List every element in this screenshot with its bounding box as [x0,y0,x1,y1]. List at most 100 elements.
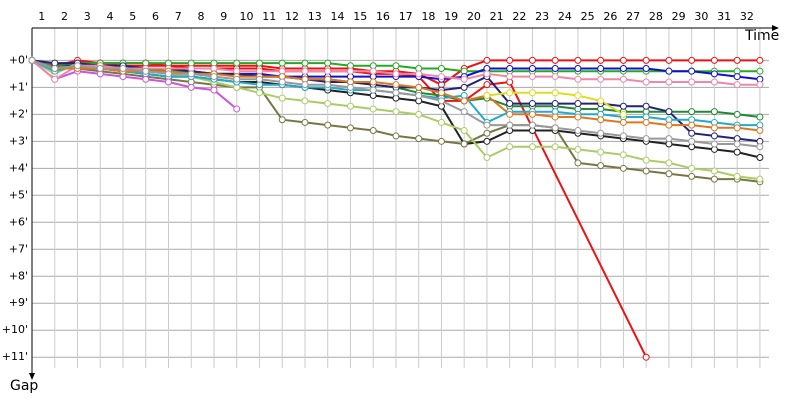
point [483,81,491,89]
x-tick-label: 20 [467,10,481,23]
point [642,102,650,110]
x-axis-arrow [772,25,779,31]
x-tick-label: 11 [262,10,276,23]
point [574,127,582,135]
point [301,59,309,67]
point [688,78,696,86]
point [392,132,400,140]
point [665,159,673,167]
point [51,75,59,83]
point [665,135,673,143]
point [574,64,582,72]
x-tick-label: 24 [558,10,572,23]
point [710,56,718,64]
y-tick-label: +6' [9,215,28,228]
point [642,156,650,164]
point [642,56,650,64]
point [324,81,332,89]
x-tick-label: 31 [717,10,731,23]
point [369,105,377,113]
point [96,64,104,72]
x-tick-label: 25 [581,10,595,23]
point [597,64,605,72]
x-tick-label: 3 [84,10,91,23]
point [301,67,309,75]
point [551,143,559,151]
point [437,89,445,97]
point [164,78,172,86]
point [324,59,332,67]
x-tick-label: 7 [175,10,182,23]
point [437,137,445,145]
point [392,108,400,116]
point [619,64,627,72]
point [756,67,764,75]
point [437,64,445,72]
x-tick-label: 16 [376,10,390,23]
point [733,140,741,148]
y-tick-label: +11' [2,350,28,363]
point [346,83,354,91]
point [324,100,332,108]
point [483,129,491,137]
point [642,353,650,361]
point [415,70,423,78]
point [574,100,582,108]
point [597,56,605,64]
point [642,118,650,126]
x-tick-label: 4 [106,10,113,23]
point [619,75,627,83]
point [51,64,59,72]
point [551,124,559,132]
point [437,97,445,105]
point [324,121,332,129]
point [506,73,514,81]
x-tick-label: 15 [353,10,367,23]
x-tick-label: 32 [740,10,754,23]
point [597,162,605,170]
point [597,97,605,105]
x-tick-label: 2 [61,10,68,23]
point [619,132,627,140]
point [278,116,286,124]
y-axis-arrow [29,373,35,380]
point [369,67,377,75]
x-tick-label: 6 [152,10,159,23]
y-tick-label: +7' [9,242,28,255]
y-tick-label: +5' [9,188,28,201]
point [551,113,559,121]
point [483,154,491,162]
point [210,86,218,94]
y-tick-label: +3' [9,134,28,147]
point [665,108,673,116]
point [733,56,741,64]
point [278,78,286,86]
point [415,91,423,99]
point [437,118,445,126]
point [187,70,195,78]
point [619,151,627,159]
point [164,70,172,78]
point [73,62,81,70]
y-tick-label: +4' [9,161,28,174]
point [710,108,718,116]
point [506,121,514,129]
point [415,110,423,118]
point [506,110,514,118]
point [460,127,468,135]
point [619,118,627,126]
y-tick-label: +2' [9,107,28,120]
point [392,62,400,70]
point [733,81,741,89]
point [28,56,36,64]
point [506,56,514,64]
point [710,175,718,183]
y-axis-label: Gap [10,378,38,394]
y-tick-label: +10' [2,323,28,336]
point [437,73,445,81]
point [665,121,673,129]
point [483,121,491,129]
point [710,167,718,175]
point [506,64,514,72]
